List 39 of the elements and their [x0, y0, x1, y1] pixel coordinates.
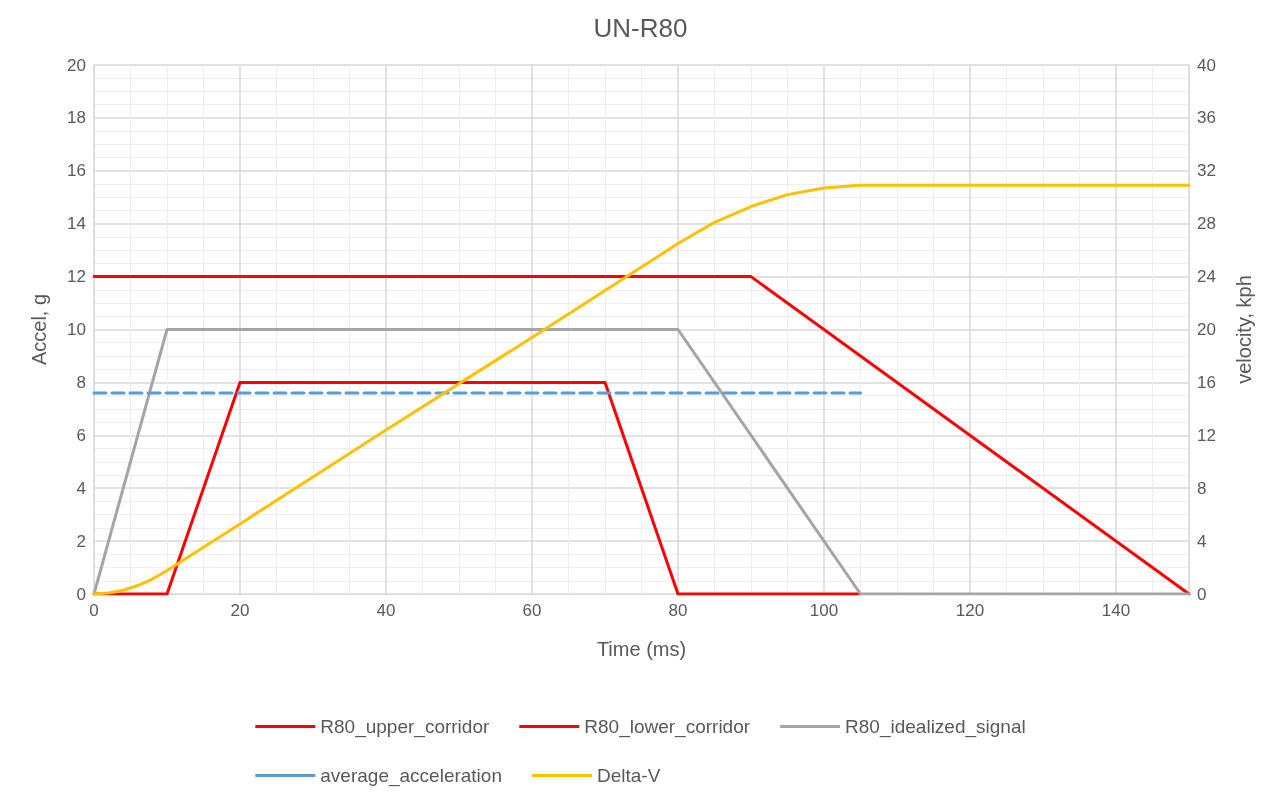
x-tick-label: 0 [89, 601, 99, 620]
y-tick-label: 6 [76, 425, 86, 445]
y2-tick-label: 8 [1197, 478, 1207, 498]
x-tick-label: 80 [668, 601, 688, 620]
x-tick-label: 20 [230, 601, 250, 620]
x-tick-label: 140 [1101, 601, 1131, 620]
y-tick-label: 8 [76, 372, 86, 392]
y-tick-label: 14 [67, 214, 86, 234]
y2-tick-label: 4 [1197, 531, 1207, 551]
y-tick-label: 2 [76, 531, 86, 551]
x-tick-label: 40 [376, 601, 396, 620]
y-tick-label: 4 [76, 478, 86, 498]
x-tick-label: 100 [809, 601, 839, 620]
y2-tick-label: 28 [1197, 214, 1216, 234]
y2-axis-title: velocity, kph [1233, 275, 1255, 384]
y-tick-label: 10 [67, 320, 86, 339]
y2-tick-label: 20 [1197, 320, 1216, 339]
y2-tick-label: 40 [1197, 55, 1216, 75]
legend-label: average_acceleration [320, 765, 502, 787]
y-tick-label: 12 [67, 267, 86, 287]
y-tick-label: 16 [67, 161, 86, 181]
y2-tick-label: 24 [1197, 267, 1216, 287]
y2-tick-label: 32 [1197, 161, 1216, 181]
legend-label: R80_idealized_signal [845, 716, 1026, 738]
y2-tick-label: 16 [1197, 372, 1216, 392]
chart-title: UN-R80 [593, 13, 688, 43]
x-tick-label: 120 [955, 601, 985, 620]
y-axis-title: Accel, g [28, 293, 50, 366]
y2-tick-label: 0 [1197, 584, 1207, 604]
y-tick-label: 20 [67, 55, 86, 75]
x-axis-title: Time (ms) [596, 638, 687, 660]
legend-label: R80_lower_corridor [584, 716, 751, 738]
y2-tick-label: 12 [1197, 425, 1216, 445]
y-tick-label: 0 [76, 584, 86, 604]
legend-label: R80_upper_corridor [320, 716, 490, 738]
y2-tick-label: 36 [1197, 108, 1216, 128]
x-tick-label: 60 [522, 601, 542, 620]
y-tick-label: 18 [67, 108, 86, 128]
legend-label: Delta-V [596, 765, 661, 786]
